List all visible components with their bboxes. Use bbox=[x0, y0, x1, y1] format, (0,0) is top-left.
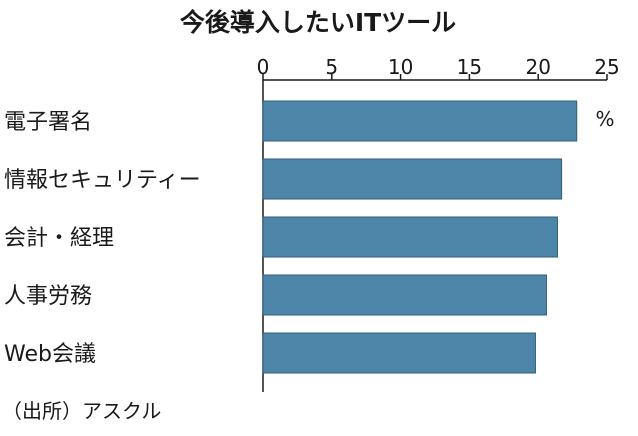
x-tick-label: 25 bbox=[594, 55, 619, 79]
category-label: 情報セキュリティー bbox=[4, 168, 201, 193]
bar bbox=[262, 216, 558, 258]
bars-group bbox=[262, 100, 578, 374]
bar bbox=[262, 332, 536, 374]
category-label: 人事労務 bbox=[4, 284, 92, 309]
bar bbox=[262, 158, 563, 200]
chart-title: 今後導入したいITツール bbox=[180, 8, 456, 37]
x-tick-label: 20 bbox=[525, 55, 550, 79]
source-note: （出所）アスクル bbox=[2, 399, 161, 423]
x-axis-ticks: 0 5 10 15 20 25 bbox=[257, 55, 620, 80]
category-label: 電子署名 bbox=[4, 110, 92, 135]
x-tick-label: 10 bbox=[388, 55, 413, 79]
bar bbox=[262, 274, 547, 316]
category-label: Web会議 bbox=[4, 342, 96, 367]
unit-label: % bbox=[595, 107, 614, 131]
category-label: 会計・経理 bbox=[4, 226, 114, 251]
x-tick-label: 5 bbox=[325, 55, 338, 79]
x-tick-label: 0 bbox=[257, 55, 270, 79]
bar bbox=[262, 100, 578, 142]
x-tick-label: 15 bbox=[457, 55, 482, 79]
